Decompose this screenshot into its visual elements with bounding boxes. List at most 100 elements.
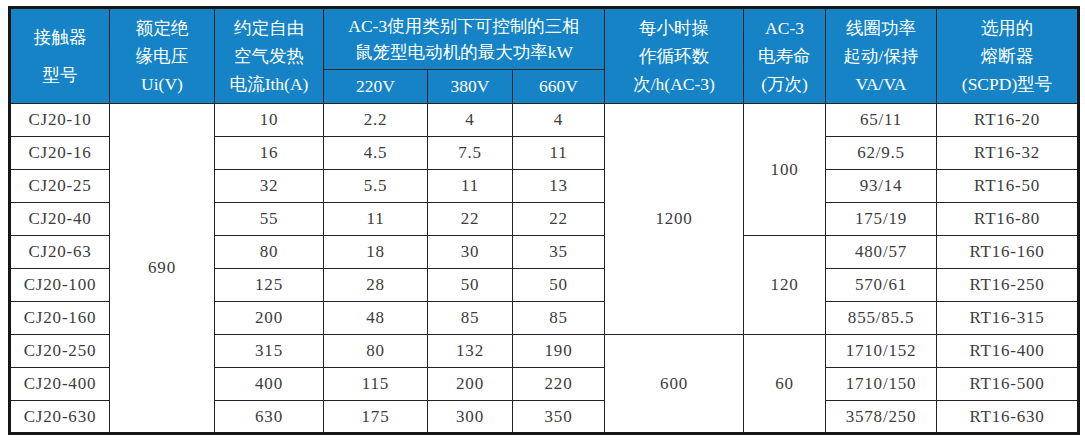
cell-thermal-current: 16: [215, 137, 324, 170]
cell-thermal-current: 32: [215, 170, 324, 203]
header-line: 型号: [43, 65, 78, 85]
header-line: 电寿命: [758, 46, 811, 66]
cell-power-380v: 22: [428, 203, 513, 236]
header-line: 线圈功率: [846, 18, 916, 38]
cell-thermal-current: 200: [215, 302, 324, 335]
cell-coil-power: 65/11: [826, 104, 937, 137]
cell-power-380v: 132: [428, 335, 513, 368]
cell-thermal-current: 125: [215, 269, 324, 302]
cell-coil-power: 93/14: [826, 170, 937, 203]
cell-model: CJ20-63: [10, 236, 110, 269]
cell-model: CJ20-40: [10, 203, 110, 236]
cell-coil-power: 1710/152: [826, 335, 937, 368]
cell-power-380v: 30: [428, 236, 513, 269]
header-line: 电流Ith(A): [230, 74, 309, 94]
header-line: 作循环数: [639, 46, 709, 66]
cell-power-220v: 18: [324, 236, 428, 269]
header-insulation-voltage: 额定绝 缘电压 Ui(V): [110, 8, 215, 104]
cell-fuse: RT16-630: [937, 401, 1079, 434]
cell-cycles: 1200: [605, 104, 744, 335]
header-line: 空气发热: [234, 46, 304, 66]
header-line: AC-3使用类别下可控制的三相: [348, 13, 579, 39]
cell-coil-power: 3578/250: [826, 401, 937, 434]
cell-power-220v: 115: [324, 368, 428, 401]
cell-fuse: RT16-250: [937, 269, 1079, 302]
cell-fuse: RT16-20: [937, 104, 1079, 137]
cell-cycles: 600: [605, 335, 744, 434]
header-line: VA/VA: [856, 74, 907, 94]
cell-power-220v: 80: [324, 335, 428, 368]
header-contactor-model: 接触器 型号: [10, 8, 110, 104]
cell-power-220v: 4.5: [324, 137, 428, 170]
cell-coil-power: 480/57: [826, 236, 937, 269]
cell-model: CJ20-100: [10, 269, 110, 302]
header-row-top: 接触器 型号 额定绝 缘电压 Ui(V) 约定自由 空气发热 电流Ith(A) …: [10, 8, 1079, 70]
header-line: 每小时操: [639, 18, 709, 38]
cell-fuse: RT16-315: [937, 302, 1079, 335]
cell-power-660v: 85: [513, 302, 605, 335]
header-electrical-life: AC-3 电寿命 (万次): [744, 8, 826, 104]
cell-model: CJ20-25: [10, 170, 110, 203]
cell-power-220v: 5.5: [324, 170, 428, 203]
header-line: Ui(V): [141, 74, 183, 94]
header-coil-power: 线圈功率 起动/保持 VA/VA: [826, 8, 937, 104]
cell-fuse: RT16-50: [937, 170, 1079, 203]
cell-power-380v: 200: [428, 368, 513, 401]
cell-insulation-voltage: 690: [110, 104, 215, 434]
cell-power-660v: 4: [513, 104, 605, 137]
header-line: 缘电压: [136, 46, 189, 66]
cell-power-380v: 85: [428, 302, 513, 335]
header-fuse-type: 选用的 熔断器 (SCPD)型号: [937, 8, 1079, 104]
cell-coil-power: 175/19: [826, 203, 937, 236]
cell-power-380v: 50: [428, 269, 513, 302]
cell-thermal-current: 400: [215, 368, 324, 401]
cell-coil-power: 1710/150: [826, 368, 937, 401]
cell-fuse: RT16-500: [937, 368, 1079, 401]
header-220v: 220V: [324, 70, 428, 104]
cell-fuse: RT16-160: [937, 236, 1079, 269]
cell-model: CJ20-400: [10, 368, 110, 401]
header-line: 熔断器: [981, 46, 1034, 66]
cell-power-660v: 50: [513, 269, 605, 302]
cell-coil-power: 855/85.5: [826, 302, 937, 335]
cell-model: CJ20-16: [10, 137, 110, 170]
header-line: AC-3: [765, 18, 804, 38]
cell-power-380v: 300: [428, 401, 513, 434]
cell-power-220v: 28: [324, 269, 428, 302]
cell-fuse: RT16-400: [937, 335, 1079, 368]
header-ac3-max-power: AC-3使用类别下可控制的三相 鼠笼型电动机的最大功率kW: [324, 8, 605, 70]
header-line: 选用的: [981, 18, 1034, 38]
cell-power-220v: 11: [324, 203, 428, 236]
header-line: 约定自由: [234, 18, 304, 38]
header-line: (万次): [761, 74, 808, 94]
header-line: 额定绝: [136, 18, 189, 38]
cell-power-660v: 13: [513, 170, 605, 203]
cell-model: CJ20-250: [10, 335, 110, 368]
header-line: 起动/保持: [844, 46, 919, 66]
cell-fuse: RT16-80: [937, 203, 1079, 236]
cell-power-380v: 11: [428, 170, 513, 203]
page: 接触器 型号 额定绝 缘电压 Ui(V) 约定自由 空气发热 电流Ith(A) …: [0, 0, 1085, 440]
cell-power-380v: 4: [428, 104, 513, 137]
cell-power-660v: 190: [513, 335, 605, 368]
cell-power-220v: 48: [324, 302, 428, 335]
cell-model: CJ20-10: [10, 104, 110, 137]
cell-power-220v: 175: [324, 401, 428, 434]
cell-model: CJ20-160: [10, 302, 110, 335]
cell-coil-power: 62/9.5: [826, 137, 937, 170]
cell-power-660v: 220: [513, 368, 605, 401]
cell-power-380v: 7.5: [428, 137, 513, 170]
cell-fuse: RT16-32: [937, 137, 1079, 170]
cell-electrical-life: 60: [744, 335, 826, 434]
header-line: 鼠笼型电动机的最大功率kW: [355, 39, 573, 65]
table-row: CJ20-10 690 10 2.2 4 4 1200 100 65/11 RT…: [10, 104, 1079, 137]
cell-thermal-current: 630: [215, 401, 324, 434]
cell-power-660v: 22: [513, 203, 605, 236]
cell-thermal-current: 80: [215, 236, 324, 269]
header-line: 次/h(AC-3): [633, 74, 715, 94]
header-line: 接触器: [34, 27, 87, 47]
header-thermal-current: 约定自由 空气发热 电流Ith(A): [215, 8, 324, 104]
cell-thermal-current: 10: [215, 104, 324, 137]
cell-thermal-current: 315: [215, 335, 324, 368]
cell-power-220v: 2.2: [324, 104, 428, 137]
